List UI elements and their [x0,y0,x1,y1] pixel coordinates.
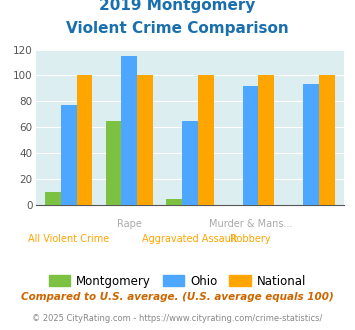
Text: All Violent Crime: All Violent Crime [28,234,109,244]
Bar [166,199,182,205]
Bar [319,75,335,205]
Text: Murder & Mans...: Murder & Mans... [209,219,292,229]
Bar [61,105,77,205]
Bar [258,75,274,205]
Bar [45,192,61,205]
Bar [182,120,198,205]
Text: Robbery: Robbery [230,234,271,244]
Bar [242,86,258,205]
Bar [77,75,92,205]
Bar [121,56,137,205]
Bar [137,75,153,205]
Text: Compared to U.S. average. (U.S. average equals 100): Compared to U.S. average. (U.S. average … [21,292,334,302]
Bar [198,75,214,205]
Text: © 2025 CityRating.com - https://www.cityrating.com/crime-statistics/: © 2025 CityRating.com - https://www.city… [32,314,323,323]
Text: Rape: Rape [117,219,142,229]
Text: Violent Crime Comparison: Violent Crime Comparison [66,21,289,36]
Bar [303,84,319,205]
Bar [106,120,121,205]
Text: 2019 Montgomery: 2019 Montgomery [99,0,256,13]
Text: Aggravated Assault: Aggravated Assault [142,234,238,244]
Legend: Montgomery, Ohio, National: Montgomery, Ohio, National [44,270,311,292]
